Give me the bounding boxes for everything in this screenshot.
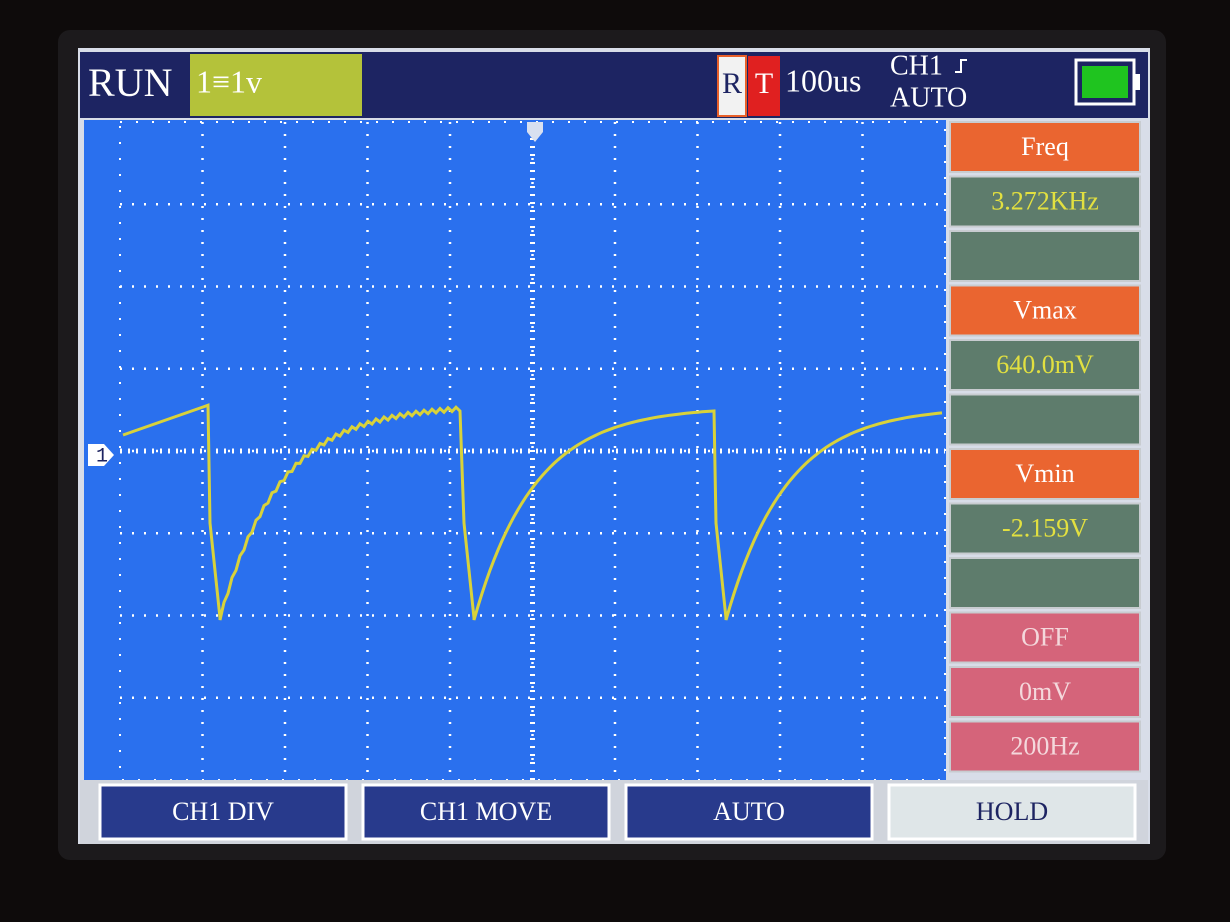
menu-cell: [949, 502, 1141, 555]
channel-marker-box: [88, 444, 114, 466]
timebase: 100us: [785, 62, 861, 98]
trigger-t: T: [755, 67, 773, 100]
menu-text: 200Hz: [1010, 731, 1079, 760]
edge-icon: [955, 59, 967, 73]
menu-text: 3.272KHz: [991, 186, 1099, 215]
menu-cell: [949, 339, 1141, 391]
side-menu: Freq 3.272KHz Vmax 640.0mV Vmin -2.159V OFF 0mV…: [949, 121, 1141, 773]
status: RUN: [88, 60, 172, 105]
soft-button-label[interactable]: AUTO: [713, 797, 785, 826]
channel-marker: 1: [96, 445, 108, 468]
menu-text: Vmin: [1015, 459, 1074, 488]
soft-button-label[interactable]: HOLD: [976, 797, 1048, 826]
soft-button[interactable]: [98, 783, 348, 841]
menu-text: Vmax: [1013, 295, 1077, 324]
menu-cell: [949, 393, 1141, 446]
menu-cell: [949, 284, 1141, 337]
channel-box: [190, 54, 362, 116]
soft-button[interactable]: [887, 783, 1137, 841]
soft-button[interactable]: [361, 783, 611, 841]
soft-button-label[interactable]: CH1 MOVE: [420, 797, 552, 826]
trigger-t-box: [748, 56, 780, 116]
menu-cell: [949, 175, 1141, 228]
menu-text: -2.159V: [1002, 513, 1088, 542]
menu-cell: [949, 666, 1141, 718]
soft-button[interactable]: [624, 783, 874, 841]
menu-cell: [949, 557, 1141, 609]
menu-text: OFF: [1021, 622, 1069, 651]
menu-cell: [949, 611, 1141, 664]
trigger-mode: AUTO: [890, 82, 967, 113]
menu-text: 0mV: [1019, 677, 1071, 706]
menu-cell: [949, 448, 1141, 500]
trigger-r: R: [722, 67, 742, 100]
menu-cell: [949, 121, 1141, 173]
trigger-position-marker: [527, 122, 543, 142]
grid: [119, 121, 946, 781]
plot-area: [84, 120, 946, 782]
battery-level: [1082, 66, 1128, 98]
battery-tip: [1134, 74, 1140, 90]
menu-cell: [949, 230, 1141, 282]
soft-button-label[interactable]: CH1 DIV: [172, 797, 274, 826]
menu-text: Freq: [1021, 132, 1069, 161]
trigger-source: CH1: [890, 50, 943, 81]
soft-buttons: CH1 DIV CH1 MOVE AUTO HOLD: [98, 783, 1137, 841]
menu-text: 640.0mV: [996, 350, 1094, 379]
channel-scale: 1≡1v: [196, 63, 262, 99]
menu-cell: [949, 720, 1141, 773]
waveform: [122, 403, 943, 621]
trigger-r-box: [717, 55, 747, 117]
